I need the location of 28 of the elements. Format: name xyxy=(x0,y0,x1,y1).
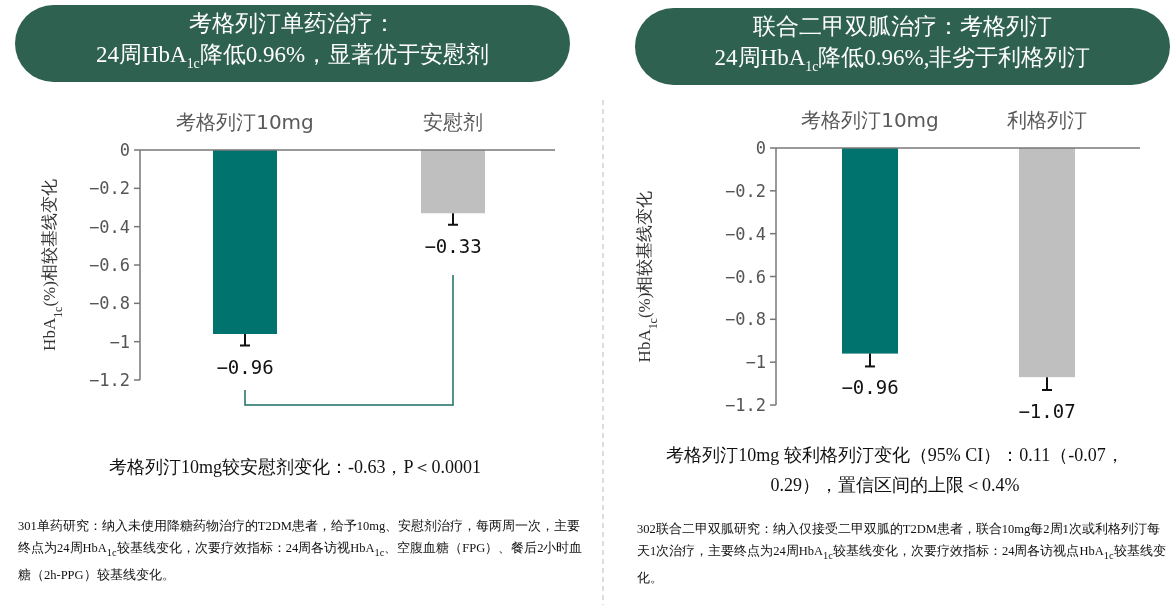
y-tick-label: −0.6 xyxy=(725,266,766,287)
y-tick-label: −0.8 xyxy=(725,309,766,330)
chart-title: 联合二甲双胍治疗：考格列汀 24周HbA$_{1c}$降低0.96%,非劣于利格列汀 xyxy=(714,13,1091,76)
text: 考格列汀10mg较安慰剂变化：-0.63，P＜0.0001 xyxy=(108,456,482,479)
data-label: −1.07 xyxy=(1018,400,1076,423)
y-tick-label: −1 xyxy=(109,331,130,352)
y-tick-label: 0 xyxy=(755,138,766,158)
y-tick-label: −1.2 xyxy=(725,395,766,415)
text: 302联合二甲双胍研究：纳入仅接受二甲双胍的T2DM患者，联合10mg每2周1次或利格列汀每天1次治疗，主要终点为24周HbA$_{1c}$较基线变化，次要疗效指标：24周各访视点HbA$_{1c}$较基线变化。 xyxy=(637,522,1166,585)
x-tick-label: 考格列汀10mg xyxy=(801,108,939,132)
y-tick-label: −0.4 xyxy=(89,216,130,237)
x-tick-label: 考格列汀10mg xyxy=(176,110,314,134)
y-tick-label: −0.4 xyxy=(725,223,766,244)
data-label: −0.96 xyxy=(216,355,274,378)
data-label: −0.96 xyxy=(841,376,899,399)
text: 考格列汀10mg 较利格列汀变化（95% CI）：0.11（-0.07，0.29），置信区间的上限＜0.4% xyxy=(665,444,1125,497)
text: 301单药研究：纳入未使用降糖药物治疗的T2DM患者，给予10mg、安慰剂治疗，每两周一次，主要终点为24周HbA$_{1c}$较基线变化，次要疗效指标：24周各访视HbA$_{1c}$、空腹血糖（FPG）、餐后2小时血糖（2h-PPG）较基线变化。 xyxy=(18,519,583,582)
y-tick-label: −0.2 xyxy=(725,180,766,201)
y-tick-label: 0 xyxy=(119,140,130,160)
y-tick-label: −1.2 xyxy=(89,370,130,390)
data-label: −0.33 xyxy=(424,234,482,257)
chart-title: 考格列汀单药治疗： 24周HbA$_{1c}$降低0.96%，显著优于安慰剂 xyxy=(95,10,490,73)
y-tick-label: −0.8 xyxy=(89,293,130,314)
x-tick-label: 安慰剂 xyxy=(423,110,483,134)
y-tick-label: −0.2 xyxy=(89,178,130,199)
x-tick-label: 利格列汀 xyxy=(1007,108,1087,132)
y-tick-label: −1 xyxy=(745,352,766,373)
y-tick-label: −0.6 xyxy=(89,255,130,275)
